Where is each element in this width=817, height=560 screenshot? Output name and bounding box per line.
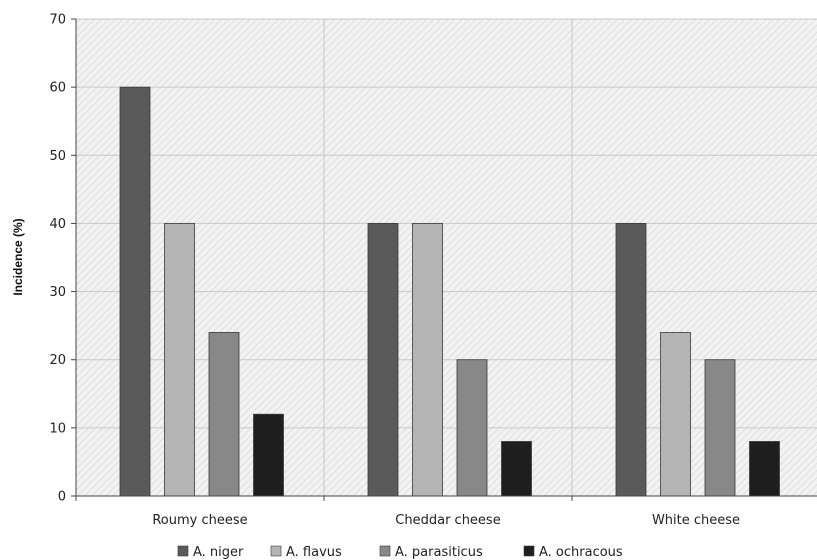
bar-a-flavus-white-cheese	[660, 332, 691, 497]
legend-label: A. flavus	[286, 545, 342, 560]
bars	[119, 86, 780, 497]
legend-swatch	[379, 545, 391, 557]
bar-a-ochracous-roumy-cheese	[253, 413, 284, 497]
x-category-label: White cheese	[652, 513, 740, 528]
bar-a-parasiticus-white-cheese	[704, 359, 736, 497]
plot-area	[76, 19, 817, 496]
y-tick-label: 40	[49, 217, 66, 232]
y-tick-label: 70	[49, 13, 66, 28]
axes: 0 10 20 30 40 50 60 70 Roumy cheese Cheddar chees…	[49, 13, 817, 528]
legend-swatch	[177, 545, 189, 557]
legend-label: A. ochracous	[539, 545, 623, 560]
legend-label: A. niger	[193, 545, 244, 560]
bar-a-parasiticus-roumy-cheese	[208, 332, 240, 497]
x-category-label: Cheddar cheese	[395, 513, 500, 528]
bar-a-niger-roumy-cheese	[119, 86, 151, 497]
y-tick-label: 60	[49, 81, 66, 96]
legend-swatch	[523, 545, 535, 557]
y-tick-label: 0	[58, 490, 66, 505]
bar-a-ochracous-cheddar-cheese	[501, 441, 532, 497]
bar-a-parasiticus-cheddar-cheese	[456, 359, 488, 497]
y-tick-label: 20	[49, 353, 66, 368]
y-tick-label: 30	[49, 285, 66, 300]
legend-swatch	[270, 545, 282, 557]
y-tick-label: 50	[49, 149, 66, 164]
bar-a-flavus-roumy-cheese	[164, 223, 195, 497]
legend: A. niger A. flavus A. parasiticus A. ochrac…	[177, 545, 623, 560]
gridlines	[76, 18, 817, 496]
bar-a-flavus-cheddar-cheese	[412, 223, 443, 497]
bar-a-niger-cheddar-cheese	[367, 223, 399, 497]
y-tick-label: 10	[49, 421, 66, 436]
bar-a-ochracous-white-cheese	[749, 441, 780, 497]
y-axis-title: Incidence (%)	[11, 218, 25, 295]
legend-label: A. parasiticus	[395, 545, 483, 560]
x-category-label: Roumy cheese	[152, 513, 247, 528]
bar-a-niger-white-cheese	[615, 223, 647, 497]
